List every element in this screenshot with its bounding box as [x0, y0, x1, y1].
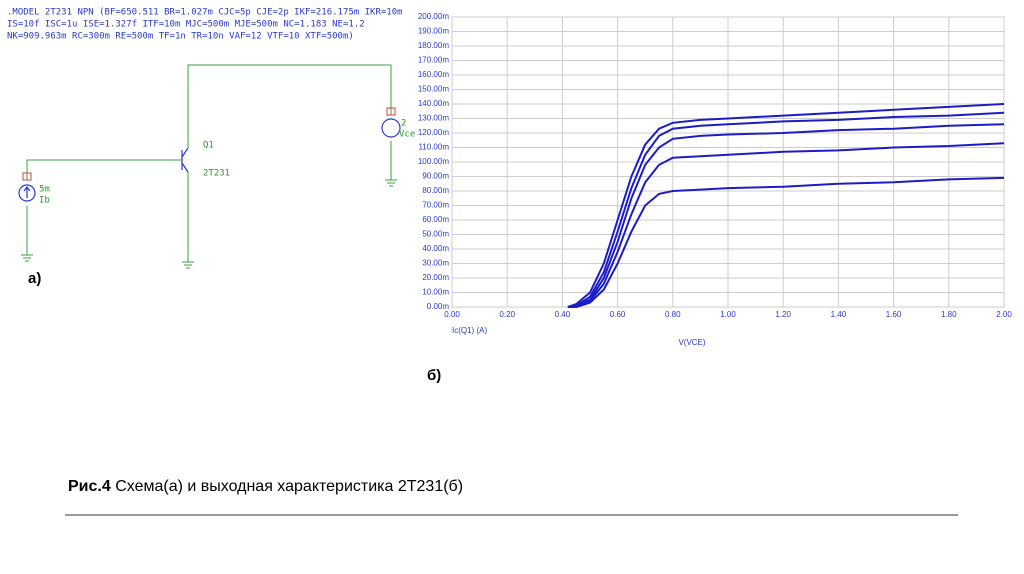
- y-tick-label: 90.00m: [422, 172, 449, 181]
- ib-value: 5m: [39, 185, 50, 195]
- current-source: [18, 184, 36, 202]
- x-tick-label: 0.40: [555, 310, 571, 319]
- x-tick-label: 1.20: [775, 310, 791, 319]
- curve: [567, 142, 1005, 308]
- x-tick-label: 1.00: [720, 310, 736, 319]
- x-tick-label: 1.40: [831, 310, 847, 319]
- x-tick-label: 0.60: [610, 310, 626, 319]
- y-tick-label: 80.00m: [422, 186, 449, 195]
- x-tick-label: 1.80: [941, 310, 957, 319]
- y-tick-label: 130.00m: [418, 114, 449, 123]
- y-tick-label: 20.00m: [422, 273, 449, 282]
- y-tick-label: 40.00m: [422, 244, 449, 253]
- caption: Рис.4 Схема(а) и выходная характеристика…: [68, 478, 463, 495]
- probe: [386, 107, 396, 116]
- y-tick-label: 160.00m: [418, 70, 449, 79]
- x-tick-label: 1.60: [886, 310, 902, 319]
- transistor-model: 2T231: [203, 169, 230, 179]
- chart-label: б): [427, 367, 441, 384]
- y-tick-label: 120.00m: [418, 128, 449, 137]
- chart: Ic(Q1) (A) V(VCE) 0.00m 10.00m 20.00m 30.00…: [418, 12, 1012, 347]
- curve: [567, 103, 1005, 308]
- schematic-label: а): [28, 270, 41, 287]
- y-tick-label: 110.00m: [418, 143, 449, 152]
- y-tick-label: 180.00m: [418, 41, 449, 50]
- base-wire: [26, 159, 182, 180]
- transistor: [181, 147, 189, 173]
- voltage-source: [381, 118, 401, 138]
- ib-label: Ib: [39, 196, 50, 206]
- schematic: Q1 2T231 2 Vce 5m Ib а): [18, 64, 415, 287]
- y-tick-label: 200.00m: [418, 12, 449, 21]
- y-tick-label: 100.00m: [418, 157, 449, 166]
- model-line: NK=909.963m RC=300m RE=500m TF=1n TR=10n…: [7, 32, 354, 42]
- y-tick-label: 50.00m: [422, 230, 449, 239]
- y-tick-label: 10.00m: [422, 288, 449, 297]
- vce-node: 2: [401, 119, 406, 129]
- curve: [567, 123, 1005, 308]
- probe: [22, 172, 32, 181]
- x-tick-label: 0.80: [665, 310, 681, 319]
- source-arrow: [23, 186, 31, 198]
- ground: [182, 261, 194, 269]
- y-tick-label: 170.00m: [418, 56, 449, 65]
- y-tick-label: 150.00m: [418, 85, 449, 94]
- model-line: .MODEL 2T231 NPN (BF=650.511 BR=1.027m C…: [7, 8, 403, 18]
- x-tick-label: 2.00: [996, 310, 1012, 319]
- x-axis-label: V(VCE): [678, 338, 705, 347]
- caption-text: Схема(а) и выходная характеристика 2Т231…: [115, 478, 463, 495]
- vce-label: Vce: [399, 130, 415, 140]
- transistor-label: Q1: [203, 141, 214, 151]
- y-axis-label: Ic(Q1) (A): [452, 326, 487, 335]
- curve: [567, 176, 1005, 308]
- ground: [21, 254, 33, 262]
- model-line: IS=10f ISC=1u ISE=1.327f ITF=10m MJC=500…: [7, 20, 365, 30]
- x-tick-label: 0.20: [499, 310, 515, 319]
- x-tick-label: 0.00: [444, 310, 460, 319]
- y-tick-label: 190.00m: [418, 27, 449, 36]
- y-tick-label: 0.00m: [427, 302, 450, 311]
- y-tick-label: 60.00m: [422, 215, 449, 224]
- caption-prefix: Рис.4: [68, 478, 111, 495]
- curve: [567, 111, 1005, 308]
- y-tick-label: 30.00m: [422, 259, 449, 268]
- model-text: .MODEL 2T231 NPN (BF=650.511 BR=1.027m C…: [7, 8, 403, 42]
- ground: [385, 179, 397, 187]
- y-tick-label: 70.00m: [422, 201, 449, 210]
- collector-wire: [187, 64, 392, 148]
- y-tick-label: 140.00m: [418, 99, 449, 108]
